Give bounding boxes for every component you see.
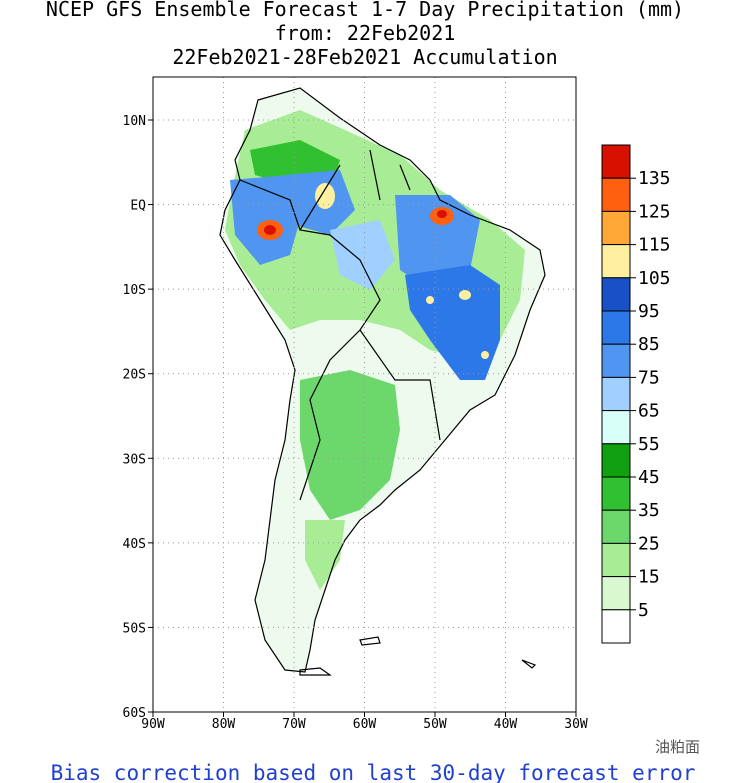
colorbar-label: 95 bbox=[638, 301, 660, 322]
color-box bbox=[601, 343, 631, 378]
color-box bbox=[601, 277, 631, 312]
color-box bbox=[601, 310, 631, 345]
lat-label: 10N bbox=[123, 114, 146, 129]
colorbar: 135 125 115 105 95 85 75 65 55 45 35 25 15 5 bbox=[601, 144, 671, 644]
title-line: from: 22Feb2021 bbox=[275, 21, 456, 45]
titles: NCEP GFS Ensemble Forecast 1-7 Day Preci… bbox=[46, 0, 684, 69]
lon-label: 90W bbox=[141, 717, 165, 732]
watermark: 油粕面 bbox=[655, 738, 700, 756]
color-box bbox=[601, 443, 631, 478]
color-box bbox=[601, 476, 631, 511]
colorbar-label: 125 bbox=[638, 201, 671, 222]
lon-label: 50W bbox=[423, 717, 447, 732]
colorbar-label: 35 bbox=[638, 500, 660, 521]
color-box bbox=[601, 509, 631, 544]
color-box bbox=[601, 210, 631, 246]
color-box bbox=[601, 376, 631, 412]
color-box bbox=[601, 609, 631, 644]
lon-label: 40W bbox=[494, 717, 518, 732]
lat-label: 30S bbox=[123, 452, 146, 467]
colorbar-label: 135 bbox=[638, 168, 671, 189]
color-box bbox=[601, 244, 631, 279]
colorbar-label: 55 bbox=[638, 434, 660, 455]
lat-label: EQ bbox=[130, 199, 146, 214]
color-box bbox=[601, 576, 631, 611]
footer: Bias correction based on last 30-day for… bbox=[51, 761, 696, 783]
colorbar-label: 85 bbox=[638, 334, 660, 355]
colorbar-label: 105 bbox=[638, 268, 671, 289]
colorbar-label: 15 bbox=[638, 567, 660, 588]
lat-label: 10S bbox=[123, 283, 146, 298]
coastline bbox=[219, 87, 546, 673]
lon-label: 70W bbox=[282, 717, 306, 732]
colorbar-label: 5 bbox=[638, 600, 649, 621]
title-line: NCEP GFS Ensemble Forecast 1-7 Day Preci… bbox=[46, 0, 684, 21]
colorbar-label: 25 bbox=[638, 533, 660, 554]
colorbar-label: 45 bbox=[638, 467, 660, 488]
graticule bbox=[153, 77, 576, 712]
borders bbox=[239, 149, 441, 501]
lon-label: 80W bbox=[212, 717, 236, 732]
lat-label: 60S bbox=[123, 706, 146, 721]
colorbar-label: 65 bbox=[638, 401, 660, 422]
color-box bbox=[601, 144, 631, 179]
color-box bbox=[601, 542, 631, 578]
islands bbox=[299, 636, 537, 676]
title-line: 22Feb2021-28Feb2021 Accumulation bbox=[172, 45, 557, 69]
lat-label: 40S bbox=[123, 537, 146, 552]
lon-label: 60W bbox=[353, 717, 377, 732]
colorbar-label: 75 bbox=[638, 367, 660, 388]
color-box bbox=[601, 410, 631, 445]
lat-label: 50S bbox=[123, 621, 146, 636]
lon-label: 30W bbox=[564, 717, 588, 732]
color-box bbox=[601, 177, 631, 212]
colorbar-label: 115 bbox=[638, 235, 671, 256]
lat-label: 20S bbox=[123, 368, 146, 383]
